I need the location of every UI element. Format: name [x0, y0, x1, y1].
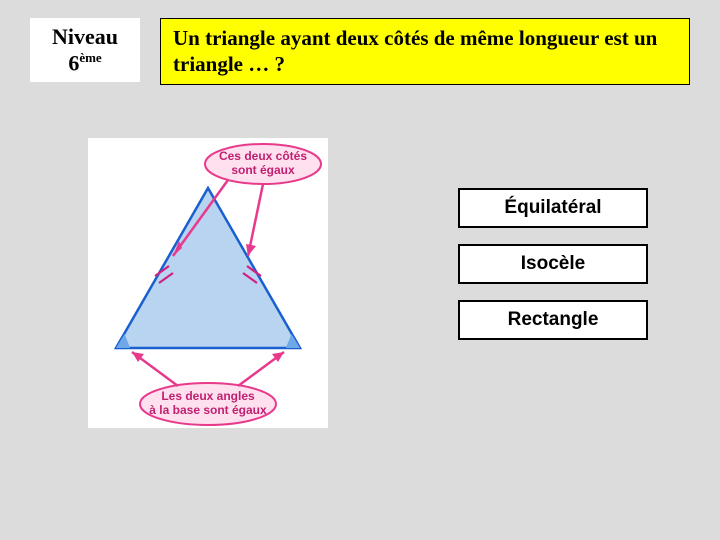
- level-label: Niveau: [52, 24, 118, 50]
- arrow-to-right-angle: [238, 352, 284, 386]
- answer-equilateral-button[interactable]: Équilatéral: [458, 188, 648, 228]
- arrow-to-right-side: [246, 184, 263, 256]
- level-badge: Niveau 6ème: [30, 18, 140, 82]
- question-text: Un triangle ayant deux côtés de même lon…: [160, 18, 690, 85]
- callout-bottom-text1: Les deux angles: [161, 389, 255, 403]
- callout-top-text2: sont égaux: [231, 163, 295, 177]
- arrow-to-left-angle: [132, 352, 178, 386]
- answer-isoceles-button[interactable]: Isocèle: [458, 244, 648, 284]
- callout-top-text1: Ces deux côtés: [219, 149, 307, 163]
- level-grade-number: 6: [68, 50, 79, 75]
- triangle-shape: [116, 188, 300, 348]
- level-grade: 6ème: [52, 50, 118, 76]
- answer-options: Équilatéral Isocèle Rectangle: [458, 188, 648, 340]
- triangle-diagram: Ces deux côtés sont égaux Les deux angle…: [88, 138, 328, 428]
- header: Niveau 6ème Un triangle ayant deux côtés…: [0, 0, 720, 95]
- level-grade-suffix: ème: [79, 50, 101, 65]
- diagram-svg: Ces deux côtés sont égaux Les deux angle…: [88, 138, 328, 428]
- answer-rectangle-button[interactable]: Rectangle: [458, 300, 648, 340]
- callout-bottom-text2: à la base sont égaux: [149, 403, 267, 417]
